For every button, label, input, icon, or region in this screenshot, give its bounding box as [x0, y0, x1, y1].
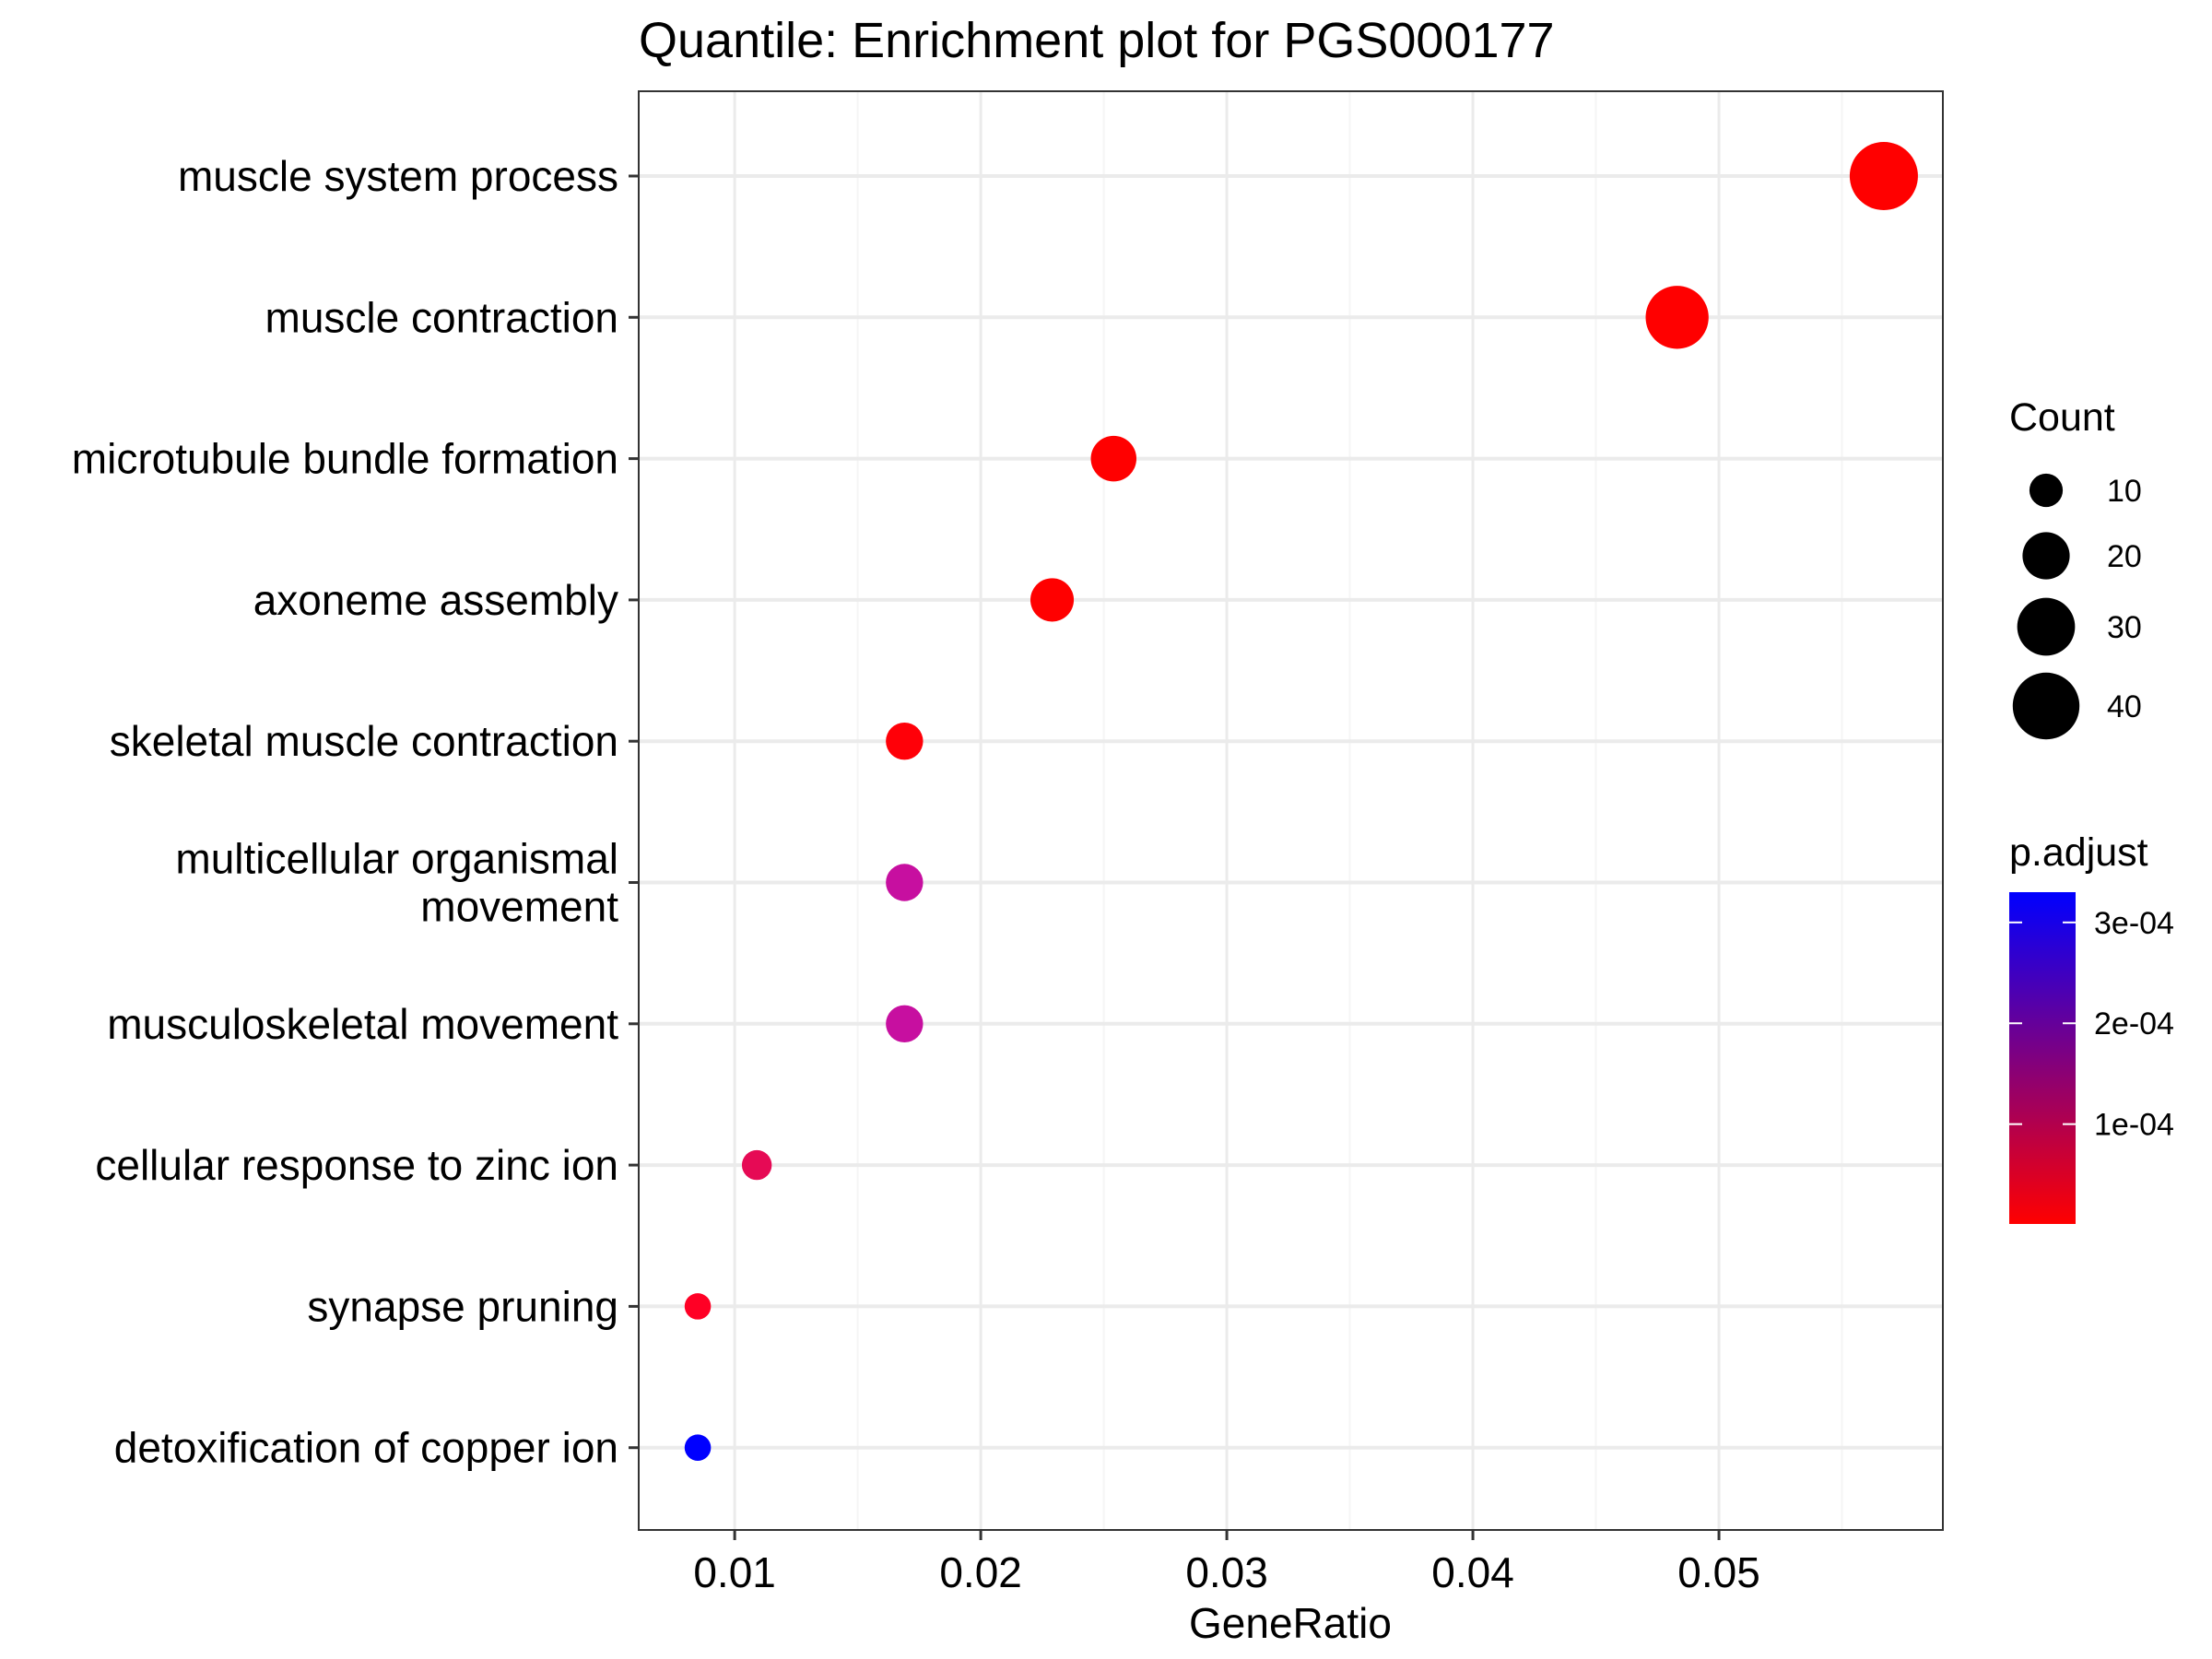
- count-legend-label: 10: [2107, 474, 2142, 509]
- p-adjust-colorbar: [2009, 892, 2076, 1224]
- x-axis-title: GeneRatio: [1189, 1599, 1392, 1647]
- p-adjust-tick-label: 2e-04: [2094, 1006, 2174, 1041]
- x-tick-label: 0.01: [693, 1548, 776, 1596]
- y-tick-label: multicellular organismal movement: [175, 835, 618, 931]
- count-legend: Count 10 20 30 40: [2009, 395, 2142, 740]
- data-point: [1090, 435, 1137, 482]
- y-tick-label: muscle contraction: [265, 293, 619, 341]
- y-tick-label: detoxification of copper ion: [114, 1424, 618, 1472]
- count-legend-key: [2022, 532, 2070, 580]
- data-point: [886, 722, 924, 760]
- x-tick-label: 0.05: [1677, 1548, 1760, 1596]
- count-legend-key: [2029, 473, 2064, 508]
- y-tick-label: cellular response to zinc ion: [95, 1141, 618, 1189]
- data-point: [886, 864, 924, 901]
- y-tick-label: musculoskeletal movement: [107, 1000, 618, 1048]
- chart-title: Quantile: Enrichment plot for PGS000177: [639, 13, 1555, 68]
- x-tick-label: 0.03: [1185, 1548, 1268, 1596]
- p-adjust-tick-label: 3e-04: [2094, 906, 2174, 941]
- data-point: [684, 1293, 712, 1320]
- plot-panel-border: [638, 90, 1944, 1531]
- data-point: [1645, 286, 1709, 349]
- data-points: [684, 141, 1918, 1461]
- data-point: [1849, 141, 1918, 211]
- count-legend-key: [2017, 597, 2076, 656]
- count-legend-label: 20: [2107, 539, 2142, 574]
- y-tick-label: microtubule bundle formation: [72, 435, 618, 483]
- p-adjust-legend: p.adjust 1e-04 2e-04 3e-04: [2009, 830, 2174, 1224]
- p-adjust-legend-title: p.adjust: [2009, 830, 2148, 875]
- data-point: [1030, 578, 1075, 622]
- y-tick-label: synapse pruning: [307, 1282, 618, 1330]
- p-adjust-tick-label: 1e-04: [2094, 1108, 2174, 1143]
- x-tick-label: 0.02: [939, 1548, 1022, 1596]
- count-legend-label: 40: [2107, 689, 2142, 724]
- count-legend-title: Count: [2009, 395, 2115, 440]
- count-legend-label: 30: [2107, 610, 2142, 645]
- data-point: [684, 1434, 712, 1461]
- count-legend-key: [2012, 672, 2080, 740]
- y-tick-label: muscle system process: [178, 152, 618, 200]
- y-axis: muscle system process muscle contraction m…: [72, 152, 639, 1472]
- x-axis: 0.01 0.02 0.03 0.04 0.05: [693, 1530, 1760, 1596]
- data-point: [741, 1149, 772, 1181]
- grid-lines: [639, 91, 1943, 1530]
- data-point: [886, 1005, 924, 1043]
- y-tick-label: skeletal muscle contraction: [110, 717, 618, 765]
- x-tick-label: 0.04: [1431, 1548, 1514, 1596]
- y-tick-label: axoneme assembly: [253, 576, 618, 624]
